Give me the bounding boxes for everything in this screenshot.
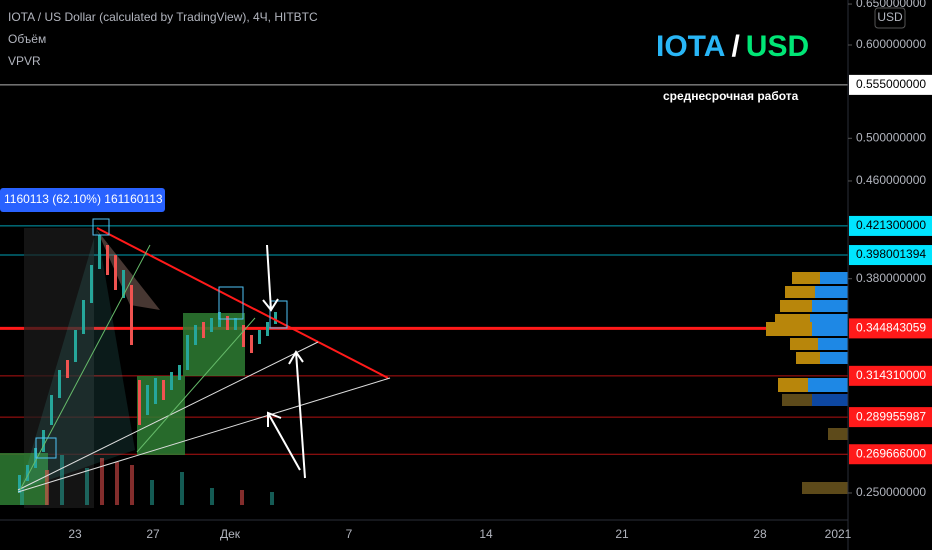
level-label: 0.344843059: [856, 321, 926, 335]
price-tick-label: 0.380000000: [856, 271, 926, 285]
currency-button[interactable]: [874, 7, 906, 29]
time-tick-label: 2021: [825, 527, 852, 541]
level-label: 0.289955987: [856, 409, 926, 423]
level-label-box: [849, 407, 932, 428]
symbol-info: IOTA / US Dollar (calculated by TradingV…: [8, 10, 318, 24]
indicator-label: Объём: [8, 32, 46, 46]
price-tick-label: 0.650000000: [856, 0, 926, 10]
level-label-box: [849, 444, 932, 465]
title-separator: /: [731, 30, 740, 63]
chart-title: IOTA / USD: [656, 30, 809, 63]
marker-box: [92, 218, 110, 236]
tooltip-box: [0, 188, 165, 212]
level-label: 0.555000000: [856, 77, 926, 91]
marker-box: [218, 286, 244, 320]
price-tick-label: 0.250000000: [856, 485, 926, 499]
level-label-box: [849, 215, 932, 236]
level-label-box: [849, 318, 932, 339]
pattern-shape: [20, 228, 135, 490]
arrows: [262, 244, 306, 479]
price-tick-label: 0.600000000: [856, 37, 926, 51]
tooltip: 1160113 (62.10%) 161160113: [4, 192, 163, 206]
trend-line: [17, 341, 319, 491]
marker-box: [269, 300, 288, 329]
time-tick-label: 27: [146, 527, 160, 541]
time-tick-label: Дек: [220, 527, 241, 541]
price-tick-label: 0.500000000: [856, 130, 926, 144]
zone-box: [137, 376, 185, 455]
time-tick-label: 23: [68, 527, 82, 541]
level-label: 0.398001394: [856, 247, 926, 261]
time-tick-label: 28: [753, 527, 767, 541]
level-label-box: [849, 245, 932, 266]
marker-box: [35, 437, 57, 459]
trend-line: [17, 377, 391, 493]
title-base: IOTA: [656, 30, 725, 63]
level-label: 0.314310000: [856, 368, 926, 382]
indicator-label: VPVR: [8, 54, 41, 68]
level-label: 0.421300000: [856, 218, 926, 232]
candles: [18, 235, 277, 493]
subtitle: среднесрочная работа: [663, 89, 799, 103]
level-label: 0.269666000: [856, 446, 926, 460]
level-label-box: [849, 74, 932, 95]
currency-button-label[interactable]: USD: [877, 10, 903, 24]
trend-line: [19, 244, 151, 491]
price-tick-label: 0.460000000: [856, 173, 926, 187]
level-label-box: [849, 365, 932, 386]
time-tick-label: 14: [479, 527, 493, 541]
trend-line: [136, 317, 256, 453]
time-tick-label: 7: [346, 527, 353, 541]
title-quote: USD: [746, 30, 809, 63]
volume-profile: [766, 272, 848, 494]
volume-bars: [20, 455, 274, 505]
time-tick-label: 21: [615, 527, 629, 541]
pattern-shape: [97, 230, 160, 310]
